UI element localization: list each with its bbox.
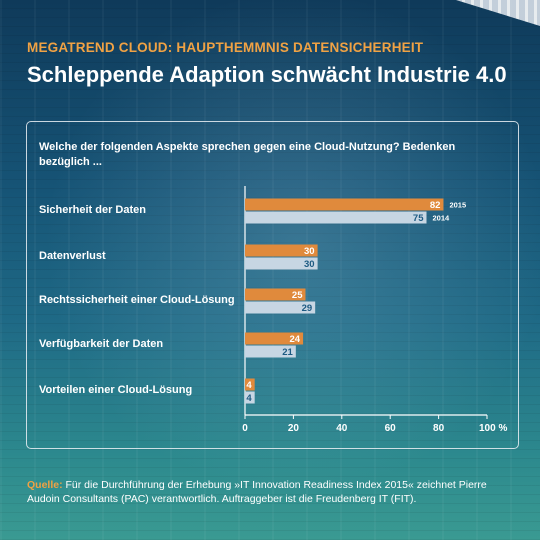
category-label: Verfügbarkeit der Daten	[39, 338, 164, 350]
bar-2014	[245, 257, 318, 270]
bar-2015	[245, 332, 304, 345]
bar-2015	[245, 288, 306, 301]
x-tick-label: 0	[242, 423, 248, 434]
value-label-2014: 4	[246, 393, 252, 404]
legend-label-2014: 2014	[433, 214, 451, 223]
x-tick-label: 20	[288, 423, 300, 434]
x-tick-label: 40	[336, 423, 348, 434]
source-label: Quelle:	[27, 479, 63, 491]
value-label-2015: 25	[292, 290, 303, 301]
bar-2014	[245, 211, 427, 224]
value-label-2015: 4	[246, 380, 252, 391]
supertitle: MEGATREND CLOUD: HAUPTHEMMNIS DATENSICHE…	[27, 40, 424, 55]
source-text: Für die Durchführung der Erhebung »IT In…	[27, 479, 487, 505]
value-label-2015: 82	[430, 200, 441, 211]
legend-label-2015: 2015	[449, 201, 466, 210]
value-label-2014: 29	[302, 303, 313, 314]
category-label: Datenverlust	[39, 250, 106, 262]
value-label-2014: 75	[413, 213, 424, 224]
chart-question: Welche der folgenden Aspekte sprechen ge…	[39, 141, 456, 168]
value-label-2014: 21	[282, 347, 293, 358]
x-tick-label: 100 %	[479, 423, 507, 434]
page-title: Schleppende Adaption schwächt Industrie …	[27, 62, 507, 87]
category-label: Sicherheit der Daten	[39, 204, 146, 216]
source-note: Quelle: Für die Durchführung der Erhebun…	[27, 479, 517, 506]
value-label-2015: 30	[304, 246, 315, 257]
category-label: Vorteilen einer Cloud-Lösung	[39, 384, 193, 396]
bar-2014	[245, 301, 316, 314]
bar-2015	[245, 198, 444, 211]
bar-2015	[245, 244, 318, 257]
x-tick-label: 80	[433, 423, 445, 434]
chart-panel	[26, 121, 519, 449]
category-label: Rechtssicherheit einer Cloud-Lösung	[39, 294, 235, 306]
value-label-2014: 30	[304, 259, 315, 270]
bar-2014	[245, 391, 255, 404]
bar-2015	[245, 378, 255, 391]
x-tick-label: 60	[385, 423, 397, 434]
bar-2014	[245, 345, 296, 358]
value-label-2015: 24	[290, 334, 301, 345]
